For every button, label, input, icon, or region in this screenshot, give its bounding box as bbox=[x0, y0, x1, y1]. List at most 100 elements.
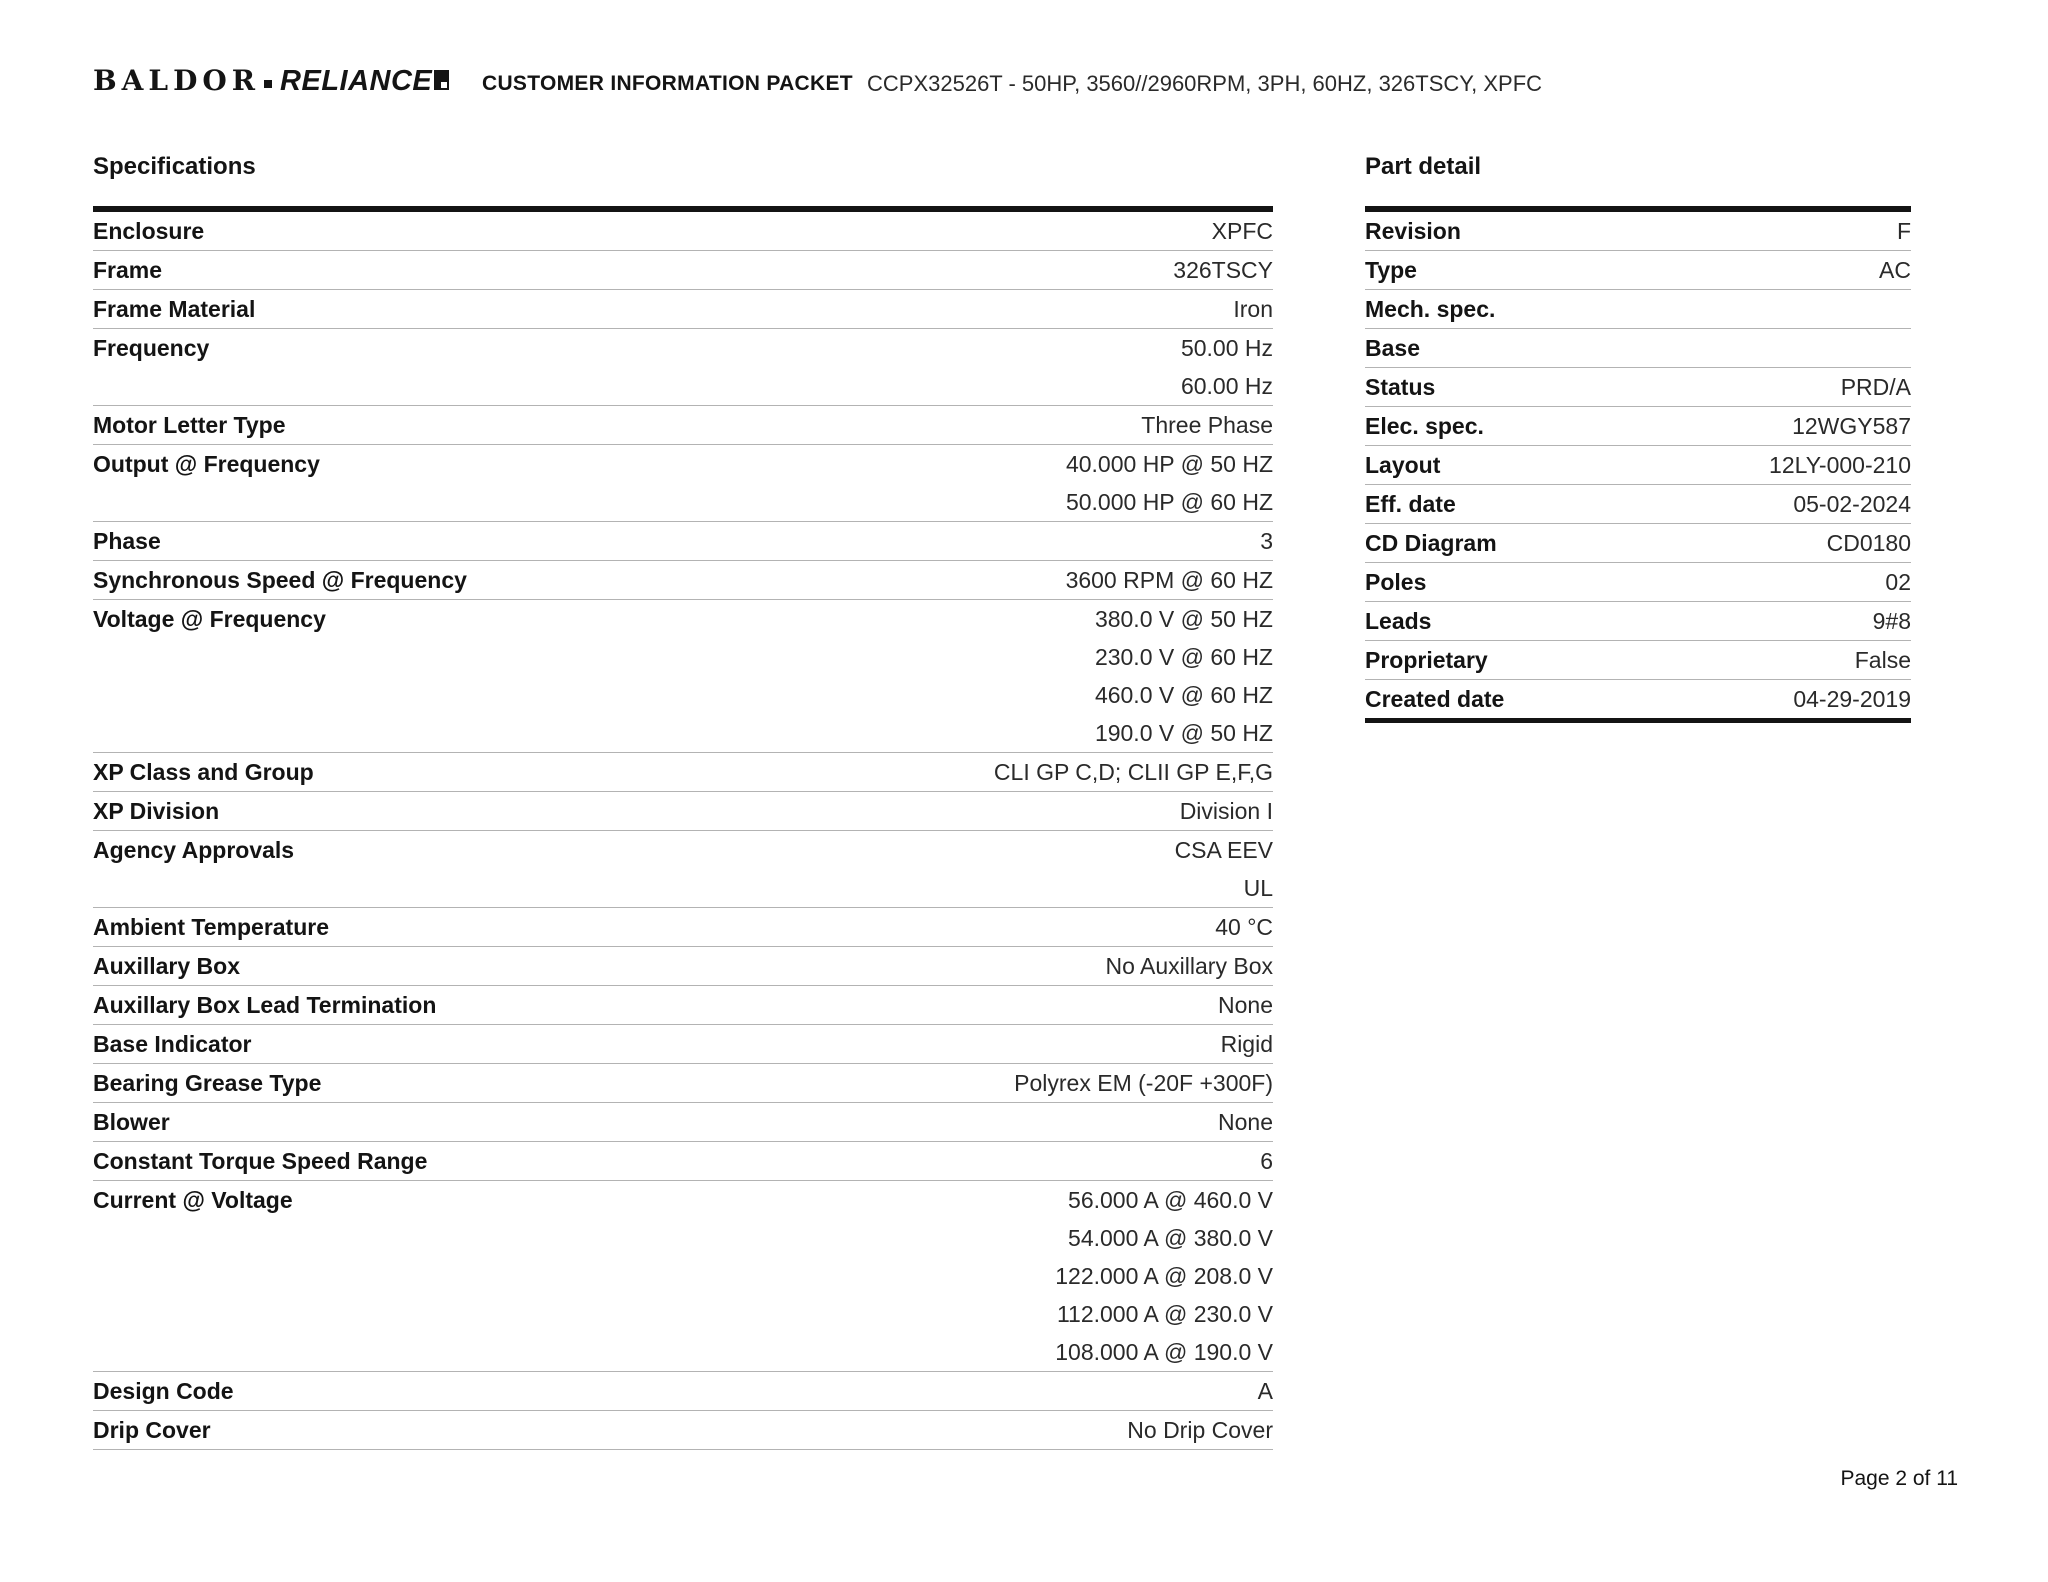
page-number: Page 2 of 11 bbox=[1840, 1467, 1958, 1490]
specifications-row: Voltage @ Frequency 380.0 V @ 50 HZ 230.0 … bbox=[93, 600, 1273, 753]
part-detail-row: Revision F bbox=[1365, 212, 1911, 251]
row-label: Agency Approvals bbox=[93, 837, 295, 863]
row-values: 12WGY587 bbox=[1484, 407, 1911, 445]
row-values: PRD/A bbox=[1435, 368, 1911, 406]
row-label: CD Diagram bbox=[1365, 530, 1497, 556]
row-value: XPFC bbox=[1211, 218, 1273, 244]
row-label: Blower bbox=[93, 1109, 170, 1135]
row-label: Motor Letter Type bbox=[93, 412, 286, 438]
row-values: Polyrex EM (-20F +300F) bbox=[321, 1064, 1273, 1102]
row-label: Poles bbox=[1365, 569, 1427, 595]
row-values: A bbox=[234, 1372, 1273, 1410]
row-values: 50.00 Hz 60.00 Hz bbox=[209, 329, 1273, 405]
specifications-row: Frequency 50.00 Hz 60.00 Hz bbox=[93, 329, 1273, 406]
row-value: UL bbox=[1243, 875, 1273, 901]
specifications-heading: Specifications bbox=[93, 153, 256, 180]
row-value: CLI GP C,D; CLII GP E,F,G bbox=[993, 759, 1273, 785]
part-detail-row: Mech. spec. bbox=[1365, 290, 1911, 329]
row-value: False bbox=[1854, 647, 1911, 673]
row-label: Enclosure bbox=[93, 218, 205, 244]
row-value: 40 °C bbox=[1215, 914, 1273, 940]
specifications-row: Blower None bbox=[93, 1103, 1273, 1142]
row-values: 3600 RPM @ 60 HZ bbox=[467, 561, 1273, 599]
row-values: No Drip Cover bbox=[211, 1411, 1273, 1449]
row-values: 02 bbox=[1426, 563, 1911, 601]
row-label: Mech. spec. bbox=[1365, 296, 1496, 322]
row-value: 12LY-000-210 bbox=[1769, 452, 1911, 478]
row-value: 12WGY587 bbox=[1792, 413, 1911, 439]
row-values: Iron bbox=[255, 290, 1273, 328]
row-label: Frame bbox=[93, 257, 163, 283]
row-label: Type bbox=[1365, 257, 1417, 283]
row-values: 40.000 HP @ 50 HZ 50.000 HP @ 60 HZ bbox=[320, 445, 1273, 521]
specifications-row: XP Class and Group CLI GP C,D; CLII GP E,… bbox=[93, 753, 1273, 792]
row-value: AC bbox=[1879, 257, 1911, 283]
part-detail-row: Type AC bbox=[1365, 251, 1911, 290]
row-values: F bbox=[1461, 212, 1911, 250]
row-value: 50.000 HP @ 60 HZ bbox=[1065, 489, 1273, 515]
row-value: A bbox=[1257, 1378, 1273, 1404]
row-value: No Auxillary Box bbox=[1105, 953, 1273, 979]
row-values: False bbox=[1488, 641, 1911, 679]
specifications-row: Base Indicator Rigid bbox=[93, 1025, 1273, 1064]
specifications-row: Synchronous Speed @ Frequency 3600 RPM @ … bbox=[93, 561, 1273, 600]
part-detail-section: Part detail Revision F Type AC Mech. spec. Ba… bbox=[1365, 152, 1911, 723]
specifications-row: Constant Torque Speed Range 6 bbox=[93, 1142, 1273, 1181]
row-values: 40 °C bbox=[329, 908, 1273, 946]
row-value: No Drip Cover bbox=[1127, 1417, 1273, 1443]
row-values: CSA EEV UL bbox=[294, 831, 1273, 907]
part-detail-row: Created date 04-29-2019 bbox=[1365, 680, 1911, 723]
row-values: 326TSCY bbox=[162, 251, 1273, 289]
row-value: Rigid bbox=[1220, 1031, 1273, 1057]
row-label: Design Code bbox=[93, 1378, 234, 1404]
row-values: None bbox=[436, 986, 1273, 1024]
specifications-row: Bearing Grease Type Polyrex EM (-20F +300… bbox=[93, 1064, 1273, 1103]
row-label: XP Division bbox=[93, 798, 220, 824]
specifications-row: Phase 3 bbox=[93, 522, 1273, 561]
row-label: Layout bbox=[1365, 452, 1441, 478]
row-label: Leads bbox=[1365, 608, 1432, 634]
row-label: Voltage @ Frequency bbox=[93, 606, 326, 632]
row-label: Elec. spec. bbox=[1365, 413, 1484, 439]
row-label: Drip Cover bbox=[93, 1417, 211, 1443]
specifications-row: Frame 326TSCY bbox=[93, 251, 1273, 290]
row-values: Rigid bbox=[252, 1025, 1273, 1063]
row-value: 3 bbox=[1260, 528, 1273, 554]
specifications-row: Design Code A bbox=[93, 1372, 1273, 1411]
row-value: None bbox=[1218, 1109, 1273, 1135]
row-label: XP Class and Group bbox=[93, 759, 314, 785]
row-value: 02 bbox=[1885, 569, 1911, 595]
specifications-row: Agency Approvals CSA EEV UL bbox=[93, 831, 1273, 908]
row-value: 04-29-2019 bbox=[1793, 686, 1911, 712]
document-title: CUSTOMER INFORMATION PACKET bbox=[482, 72, 853, 95]
part-detail-row: Status PRD/A bbox=[1365, 368, 1911, 407]
row-label: Bearing Grease Type bbox=[93, 1070, 322, 1096]
row-label: Proprietary bbox=[1365, 647, 1488, 673]
row-value: 50.00 Hz bbox=[1180, 335, 1273, 361]
row-values: Three Phase bbox=[286, 406, 1273, 444]
specifications-row: Frame Material Iron bbox=[93, 290, 1273, 329]
specifications-row: Auxillary Box Lead Termination None bbox=[93, 986, 1273, 1025]
row-label: Phase bbox=[93, 528, 161, 554]
specifications-row: Ambient Temperature 40 °C bbox=[93, 908, 1273, 947]
row-value: 56.000 A @ 460.0 V bbox=[1068, 1187, 1273, 1213]
row-value: 40.000 HP @ 50 HZ bbox=[1065, 451, 1273, 477]
row-values: 04-29-2019 bbox=[1504, 680, 1911, 718]
specifications-section: Specifications Enclosure XPFC Frame 326TSCY… bbox=[93, 152, 1273, 1450]
row-values: None bbox=[170, 1103, 1273, 1141]
row-value: Polyrex EM (-20F +300F) bbox=[1014, 1070, 1273, 1096]
row-value: 460.0 V @ 60 HZ bbox=[1094, 682, 1273, 708]
row-value: 54.000 A @ 380.0 V bbox=[1068, 1225, 1273, 1251]
row-label: Eff. date bbox=[1365, 491, 1456, 517]
row-values: AC bbox=[1417, 251, 1911, 289]
baldor-reliance-logo: BALDOR RELIANCE bbox=[93, 64, 450, 98]
row-values: CLI GP C,D; CLII GP E,F,G bbox=[314, 753, 1273, 791]
row-values: CD0180 bbox=[1497, 524, 1911, 562]
row-value: 230.0 V @ 60 HZ bbox=[1094, 644, 1273, 670]
row-label: Created date bbox=[1365, 686, 1505, 712]
specifications-row: XP Division Division I bbox=[93, 792, 1273, 831]
row-value: CD0180 bbox=[1826, 530, 1911, 556]
row-value: Iron bbox=[1233, 296, 1273, 322]
specifications-row: Auxillary Box No Auxillary Box bbox=[93, 947, 1273, 986]
logo-mark-icon bbox=[434, 70, 450, 90]
